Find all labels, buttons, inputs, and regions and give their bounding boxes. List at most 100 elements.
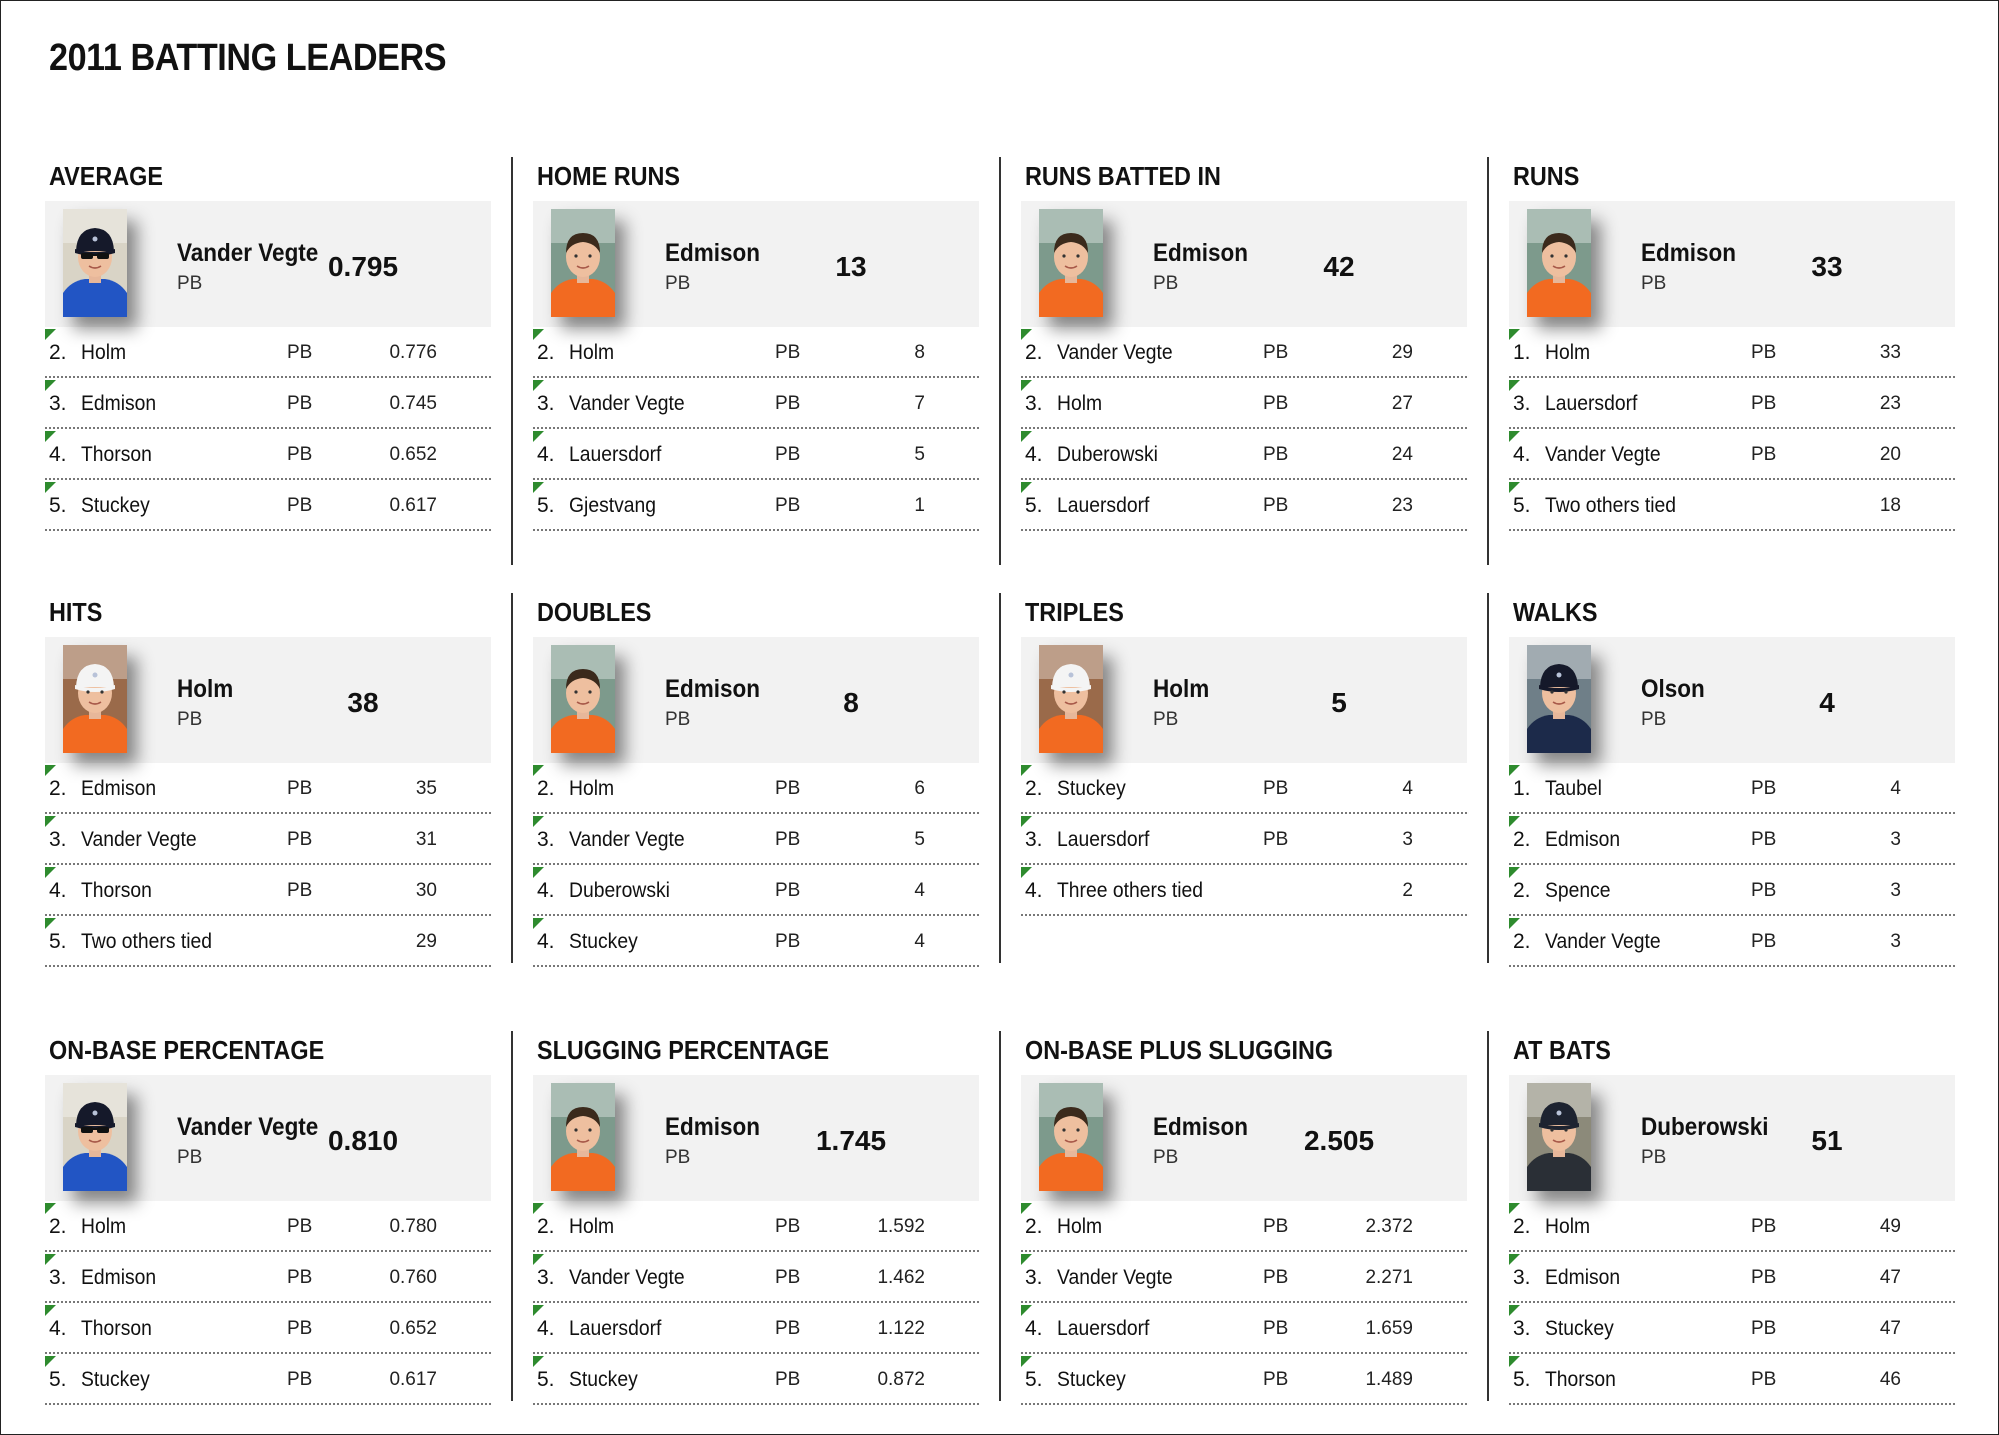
leader-team: PB: [177, 709, 203, 730]
player-name: Vander Vegte: [569, 1266, 685, 1289]
leader-photo: [551, 209, 615, 317]
player-name: Edmison: [1545, 828, 1621, 851]
rank: 4.: [537, 1317, 555, 1340]
leader-team: PB: [665, 1147, 691, 1168]
rank: 2.: [1513, 930, 1531, 953]
column-divider: [1487, 593, 1489, 963]
player-name: Duberowski: [569, 879, 670, 902]
team: PB: [287, 778, 313, 799]
ranking-row: 2. Holm PB 49: [1509, 1201, 1955, 1252]
leader-section: AT BATS Duberowski PB 51 2. Holm PB 49 3. Edmison…: [1509, 1035, 1955, 1425]
column-divider: [999, 593, 1001, 963]
stat-value: 8: [914, 342, 925, 363]
ranking-row: 5. Stuckey PB 0.617: [45, 1354, 491, 1405]
player-name: Holm: [569, 341, 615, 364]
team: PB: [775, 1318, 801, 1339]
team: PB: [287, 1216, 313, 1237]
ranking-row: 2. Holm PB 2.372: [1021, 1201, 1467, 1252]
stat-value: 4: [914, 931, 925, 952]
stat-value: 0.652: [389, 444, 437, 465]
leader-card: Edmison PB 42: [1021, 201, 1467, 327]
ranking-row: 2. Edmison PB 3: [1509, 814, 1955, 865]
team: PB: [775, 1216, 801, 1237]
stat-value: 3: [1402, 829, 1413, 850]
stat-value: 1: [914, 495, 925, 516]
stat-value: 0.776: [389, 342, 437, 363]
leader-photo: [63, 645, 127, 753]
team: PB: [287, 444, 313, 465]
leader-card: Edmison PB 13: [533, 201, 979, 327]
ranking-row: 3. Lauersdorf PB 3: [1021, 814, 1467, 865]
rank: 2.: [1025, 1215, 1043, 1238]
section-title: AT BATS: [1513, 1035, 1611, 1065]
rank: 4.: [49, 443, 67, 466]
rank: 5.: [1025, 1368, 1043, 1391]
leader-name: Duberowski: [1641, 1113, 1769, 1141]
rank: 2.: [537, 1215, 555, 1238]
stat-value: 0.745: [389, 393, 437, 414]
rank: 2.: [49, 341, 67, 364]
ranking-row: 2. Vander Vegte PB 3: [1509, 916, 1955, 967]
rank: 4.: [537, 443, 555, 466]
stat-value: 29: [1391, 342, 1413, 363]
team: PB: [287, 495, 313, 516]
stat-value: 0.760: [389, 1267, 437, 1288]
stat-value: 0.617: [389, 1369, 437, 1390]
player-name: Edmison: [81, 392, 157, 415]
stat-value: 1.462: [877, 1267, 925, 1288]
section-title: RUNS: [1513, 161, 1580, 191]
stat-value: 0.872: [877, 1369, 925, 1390]
leader-photo: [1039, 645, 1103, 753]
stat-value: 4: [914, 880, 925, 901]
stat-value: 33: [1879, 342, 1901, 363]
leader-card: Edmison PB 8: [533, 637, 979, 763]
leader-card: Edmison PB 1.745: [533, 1075, 979, 1201]
leader-card: Vander Vegte PB 0.810: [45, 1075, 491, 1201]
team: PB: [775, 444, 801, 465]
rank: 2.: [1513, 828, 1531, 851]
player-name: Stuckey: [569, 930, 638, 953]
team: PB: [287, 342, 313, 363]
ranking-list: 1. Holm PB 33 3. Lauersdorf PB 23 4. Vander Vegte…: [1509, 327, 1955, 531]
rank: 5.: [537, 1368, 555, 1391]
ranking-row: 4. Lauersdorf PB 1.122: [533, 1303, 979, 1354]
ranking-row: 4. Thorson PB 30: [45, 865, 491, 916]
leader-section: RUNS Edmison PB 33 1. Holm PB 33 3. Lauersdorf PB 2…: [1509, 161, 1955, 551]
stat-value: 24: [1391, 444, 1413, 465]
leader-photo: [1527, 209, 1591, 317]
player-name: Holm: [569, 1215, 615, 1238]
ranking-list: 2. Vander Vegte PB 29 3. Holm PB 27 4. Duberowski…: [1021, 327, 1467, 531]
player-name: Edmison: [81, 1266, 157, 1289]
ranking-row: 3. Vander Vegte PB 31: [45, 814, 491, 865]
rank: 3.: [1513, 1317, 1531, 1340]
rank: 3.: [537, 828, 555, 851]
stat-value: 2: [1402, 880, 1413, 901]
rank: 4.: [1025, 1317, 1043, 1340]
leader-team: PB: [177, 1147, 203, 1168]
team: PB: [1751, 880, 1777, 901]
leader-section: ON-BASE PERCENTAGE Vander Vegte PB 0.810 2. H…: [45, 1035, 491, 1425]
team: PB: [287, 829, 313, 850]
player-name: Vander Vegte: [569, 392, 685, 415]
rank: 3.: [537, 1266, 555, 1289]
stat-value: 0.652: [389, 1318, 437, 1339]
rank: 2.: [49, 777, 67, 800]
column-divider: [511, 1031, 513, 1401]
team: PB: [775, 778, 801, 799]
player-name: Two others tied: [81, 930, 213, 953]
team: PB: [1751, 1369, 1777, 1390]
rank: 1.: [1513, 777, 1531, 800]
leader-card: Duberowski PB 51: [1509, 1075, 1955, 1201]
team: PB: [775, 931, 801, 952]
rank: 3.: [49, 1266, 67, 1289]
player-name: Edmison: [81, 777, 157, 800]
stat-value: 7: [914, 393, 925, 414]
column-divider: [511, 157, 513, 565]
ranking-row: 2. Holm PB 1.592: [533, 1201, 979, 1252]
ranking-row: 4. Stuckey PB 4: [533, 916, 979, 967]
team: PB: [1263, 829, 1289, 850]
player-name: Lauersdorf: [569, 1317, 662, 1340]
ranking-row: 3. Edmison PB 47: [1509, 1252, 1955, 1303]
stat-value: 27: [1391, 393, 1413, 414]
